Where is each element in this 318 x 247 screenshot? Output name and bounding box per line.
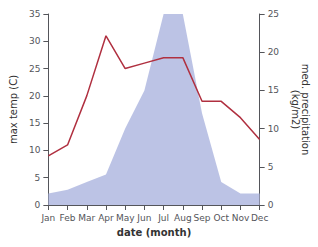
- svg-text:20: 20: [268, 47, 280, 57]
- svg-text:Aug: Aug: [174, 213, 192, 223]
- svg-text:Mar: Mar: [78, 213, 95, 223]
- svg-text:med. precipitation: med. precipitation: [299, 63, 311, 156]
- svg-text:Sep: Sep: [194, 213, 211, 223]
- svg-text:0: 0: [35, 200, 41, 210]
- svg-text:35: 35: [29, 9, 40, 19]
- svg-text:Dec: Dec: [251, 213, 268, 223]
- svg-text:5: 5: [35, 173, 41, 183]
- svg-text:25: 25: [29, 64, 40, 74]
- svg-text:Jul: Jul: [157, 213, 169, 223]
- svg-text:20: 20: [29, 91, 41, 101]
- svg-text:Apr: Apr: [98, 213, 114, 223]
- svg-text:Oct: Oct: [213, 213, 229, 223]
- svg-text:5: 5: [268, 162, 274, 172]
- svg-text:max temp (C): max temp (C): [8, 75, 19, 144]
- svg-text:10: 10: [268, 124, 280, 134]
- svg-text:15: 15: [29, 118, 40, 128]
- svg-text:10: 10: [29, 145, 41, 155]
- svg-text:15: 15: [268, 85, 279, 95]
- svg-text:Jun: Jun: [136, 213, 151, 223]
- svg-text:May: May: [116, 213, 135, 223]
- svg-text:(kg/m2): (kg/m2): [290, 90, 301, 130]
- svg-text:30: 30: [29, 36, 41, 46]
- svg-text:Jan: Jan: [40, 213, 55, 223]
- svg-text:25: 25: [268, 9, 279, 19]
- svg-text:0: 0: [268, 200, 274, 210]
- svg-text:Nov: Nov: [232, 213, 250, 223]
- svg-text:date (month): date (month): [117, 227, 191, 238]
- svg-text:Feb: Feb: [60, 213, 76, 223]
